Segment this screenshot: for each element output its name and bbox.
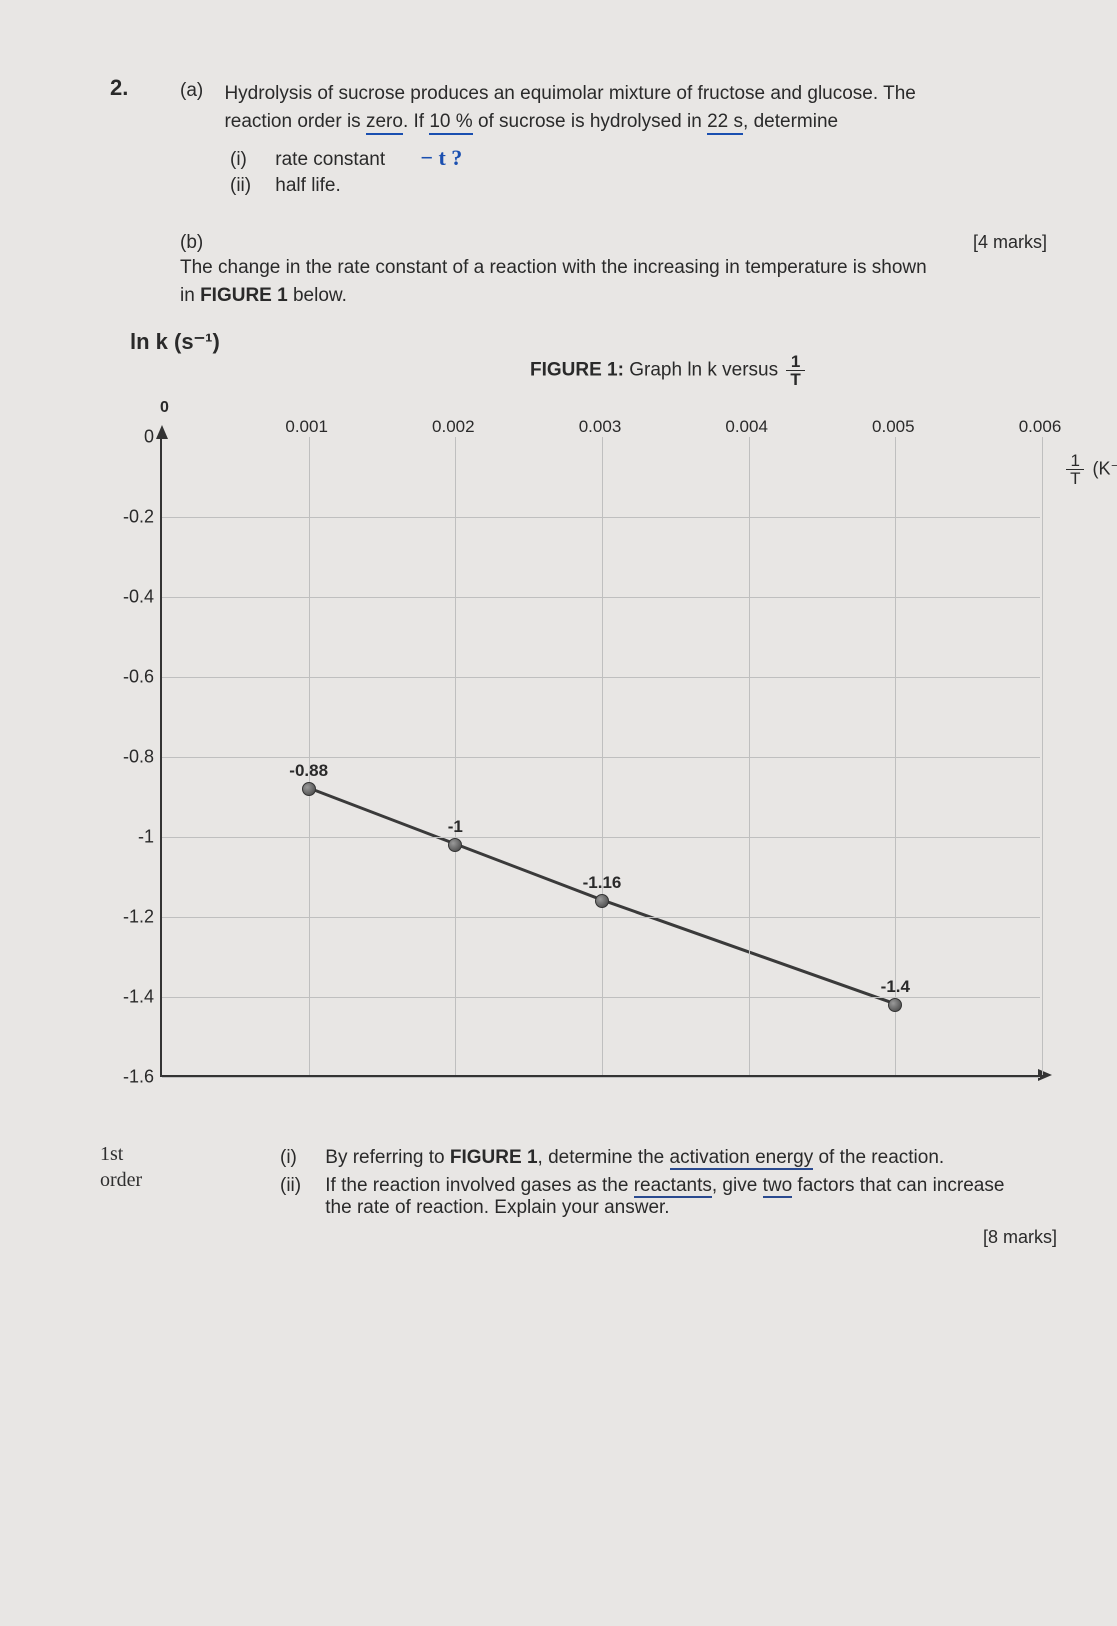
data-point	[888, 998, 902, 1012]
sub-a-ii: (ii) half life.	[230, 175, 1000, 197]
figure-caption: FIGURE 1: Graph ln k versus 1 T	[530, 353, 808, 388]
hand-order: order	[100, 1169, 142, 1192]
data-point-label: -0.88	[289, 761, 328, 781]
figure-1-bold: FIGURE 1	[200, 285, 288, 306]
word-ten: 10 %	[429, 111, 472, 135]
question-number: 2.	[110, 75, 128, 101]
text-post: , determine	[743, 111, 838, 132]
part-b: [4 marks] (b) The change in the rate con…	[180, 232, 1057, 309]
sub-a-i: (i) rate constant − t ?	[230, 145, 1000, 171]
x-tick-label: 0.006	[1019, 417, 1062, 437]
part-b-sublist: 1st order (i) By referring to FIGURE 1, …	[280, 1147, 1057, 1248]
data-point-label: -1	[448, 817, 463, 837]
word-zero: zero	[366, 111, 403, 135]
y-tick-label: -0.4	[114, 587, 154, 608]
part-a: (a) Hydrolysis of sucrose produces an eq…	[180, 80, 1000, 197]
x-tick-label: 0.005	[872, 417, 915, 437]
sub-a-i-text: rate constant	[275, 149, 385, 170]
sub-b-i-label: (i)	[280, 1147, 320, 1169]
sub-b-i: (i) By referring to FIGURE 1, determine …	[280, 1147, 1057, 1169]
part-b-text: The change in the rate constant of a rea…	[180, 254, 940, 309]
axis-fraction: 1 T	[1066, 452, 1084, 487]
data-point	[302, 782, 316, 796]
word-22s: 22 s	[707, 111, 743, 135]
y-tick-label: -1.6	[114, 1067, 154, 1088]
y-tick-label: -1.4	[114, 987, 154, 1008]
y-axis-arrow-icon	[156, 425, 168, 439]
x-tick-label: 0.001	[285, 417, 328, 437]
hand-annotation: − t ?	[420, 145, 462, 170]
y-tick-label: 0	[114, 427, 154, 448]
sub-a-i-label: (i)	[230, 149, 270, 171]
fraction-num: 1	[786, 353, 804, 371]
caption-text: Graph ln k versus	[629, 360, 778, 381]
data-point-label: -1.16	[583, 873, 622, 893]
part-a-label: (a)	[180, 80, 220, 102]
part-b-label: (b)	[180, 232, 220, 254]
sub-a-ii-text: half life.	[275, 175, 340, 196]
x-tick-label: 0.004	[725, 417, 768, 437]
y-tick-label: -0.8	[114, 747, 154, 768]
y-tick-label: -1.2	[114, 907, 154, 928]
part-a-text: Hydrolysis of sucrose produces an equimo…	[224, 80, 984, 135]
sub-b-ii: (ii) If the reaction involved gases as t…	[280, 1175, 1057, 1219]
sub-b-ii-label: (ii)	[280, 1175, 320, 1197]
chart: FIGURE 1: Graph ln k versus 1 T 0 1 T (K…	[100, 357, 1080, 1117]
y-axis-title: ln k (s⁻¹)	[130, 329, 1057, 355]
sub-a-ii-label: (ii)	[230, 175, 270, 197]
exam-page: 2. (a) Hydrolysis of sucrose produces an…	[0, 0, 1117, 1288]
plot-area: -0.88 -1 -1.16 -1.4	[160, 437, 1040, 1077]
hand-1st: 1st	[100, 1143, 123, 1166]
y-tick-label: -0.2	[114, 507, 154, 528]
y-tick-label: -0.6	[114, 667, 154, 688]
sub-b-i-text: By referring to FIGURE 1, determine the …	[325, 1147, 944, 1169]
fraction-den: T	[786, 371, 804, 388]
sub-b-ii-text: If the reaction involved gases as the re…	[325, 1175, 1035, 1219]
top-zero-label: 0	[160, 399, 169, 417]
x-axis-arrow-icon	[1038, 1069, 1052, 1081]
x-axis-unit: (K⁻¹)	[1093, 458, 1117, 478]
text-mid2: of sucrose is hydrolysed in	[478, 111, 707, 132]
data-point	[448, 838, 462, 852]
x-axis-label: 1 T (K⁻¹)	[1063, 452, 1117, 487]
marks-a: [4 marks]	[973, 232, 1047, 253]
fraction-1-over-T: 1 T	[786, 353, 804, 388]
text-mid: . If	[403, 111, 429, 132]
y-tick-label: -1	[114, 827, 154, 848]
x-tick-label: 0.002	[432, 417, 475, 437]
caption-pre: FIGURE 1:	[530, 360, 624, 381]
data-point-label: -1.4	[881, 977, 910, 997]
part-a-sublist: (i) rate constant − t ? (ii) half life.	[230, 145, 1000, 197]
data-point	[595, 894, 609, 908]
x-tick-label: 0.003	[579, 417, 622, 437]
marks-b: [8 marks]	[280, 1227, 1057, 1248]
